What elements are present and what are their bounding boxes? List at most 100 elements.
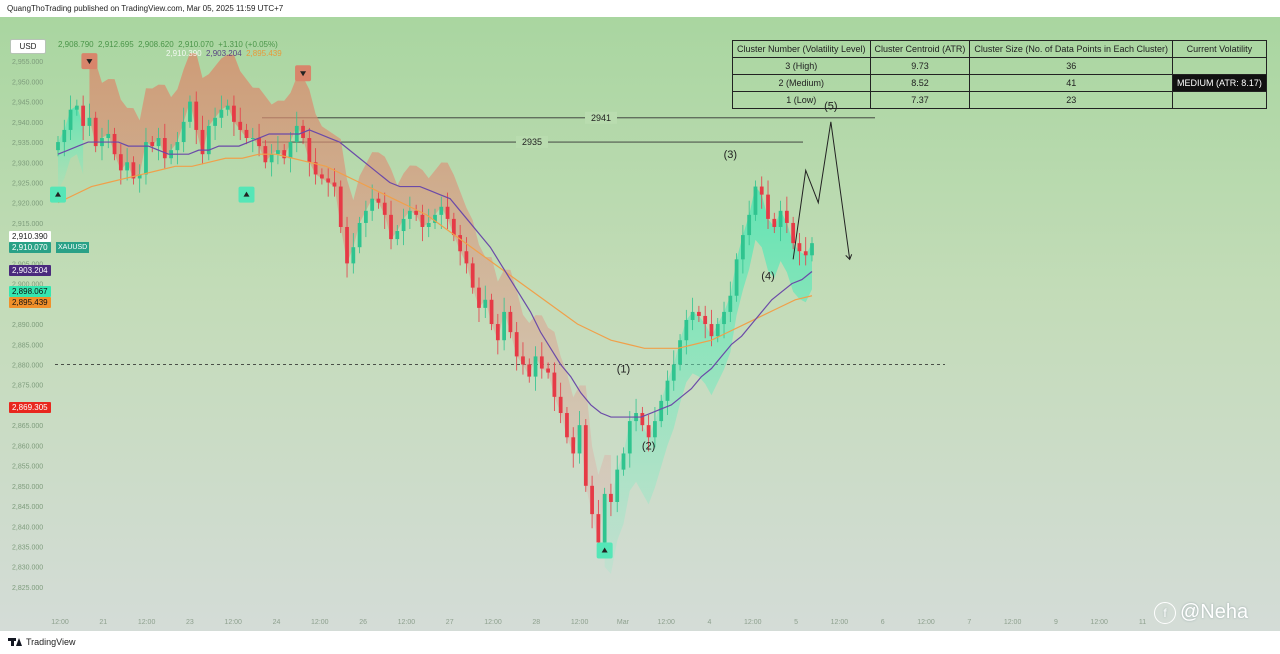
candle-body [722,311,726,325]
y-tick-label: 2,860.000 [12,443,43,450]
candle-body [740,235,745,260]
y-tick-label: 2,935.000 [12,140,43,147]
chart-area[interactable]: 2,955.000 2,950.000 2,945.000 2,940.000 2,93… [0,17,1280,631]
y-tick-label: 2,875.000 [12,383,43,390]
y-tick-label: 2,900.000 [12,282,43,289]
candle-body [483,299,488,308]
candle-body [68,109,73,130]
candle-body [810,243,814,256]
candle-body [156,138,161,147]
cluster-cell: 8.52 [869,74,971,92]
footer-bar: TradingView [0,631,1280,654]
sell-arrow-icon [86,59,93,65]
cluster-header-centroid: Cluster Centroid (ATR) [869,40,971,58]
candle-body [150,142,155,147]
candle-body [703,315,708,325]
price-tag: 2,898.067 [9,285,51,297]
tradingview-logo[interactable]: TradingView [8,637,76,647]
x-tick-label: 23 [186,619,194,626]
cluster-cell: 1 (Low) [732,91,871,109]
y-tick-label: 2,915.000 [12,221,43,228]
cluster-cell: 9.73 [869,57,971,75]
x-tick-label: 12:00 [917,619,935,626]
candle-body [407,210,412,219]
x-tick-label: 12:00 [224,619,242,626]
candle-body [552,372,557,397]
cluster-cell: 7.37 [869,91,971,109]
x-tick-label: 12:00 [1090,619,1108,626]
candle-body [615,469,620,502]
cluster-header-size: Cluster Size (No. of Data Points in Each… [969,40,1173,58]
candle-body [87,117,92,126]
candle-body [797,243,802,252]
candle-body [269,154,274,163]
candle-body [250,138,255,140]
candle-body [489,299,494,325]
candle-body [426,222,431,227]
price-tag: 2,903.204 [9,265,51,277]
candle-body [653,421,657,438]
tradingview-brand: TradingView [26,637,76,647]
cluster-table-header: Cluster Number (Volatility Level) Cluste… [732,40,1267,58]
candle-body [772,218,777,227]
candle-body [433,214,437,223]
candle-body [144,142,148,175]
candle-body [539,356,544,369]
candle-body [232,105,236,122]
cluster-cell: 3 (High) [732,57,871,75]
y-tick-label: 2,930.000 [12,160,43,167]
candle-body [345,226,349,264]
x-tick-label: 12:00 [311,619,329,626]
candle-body [313,162,318,175]
legend-ma-3: 2,895.439 [246,49,282,58]
table-row: 1 (Low) 7.37 23 [732,91,1267,109]
candle-body [659,400,664,422]
candle-body [118,154,123,171]
cluster-header-number: Cluster Number (Volatility Level) [732,40,871,58]
candlestick-chart[interactable]: 2,955.000 2,950.000 2,945.000 2,940.000 2,93… [0,17,1280,631]
sma-orange-line [57,153,813,349]
candle-body [791,222,796,244]
candle-body [62,129,67,143]
y-tick-label: 2,830.000 [12,565,43,572]
candle-body [640,413,645,426]
publish-header: QuangThoTrading published on TradingView… [0,0,1280,17]
candle-body [621,453,626,470]
candle-body [74,105,79,110]
price-tag: 2,910.390 [9,231,51,243]
candle-body [370,198,375,211]
legend-open: 2,908.790 [58,40,94,49]
candle-body [495,324,500,341]
price-tag: 2,895.439 [9,296,51,308]
legend-high: 2,912.695 [98,40,134,49]
uptrend-band [58,105,84,191]
candle-body [690,311,695,320]
cluster-cell: 41 [969,74,1173,92]
y-tick-label: 2,880.000 [12,362,43,369]
wave-label: (3) [724,149,737,161]
moving-averages [57,129,813,418]
wave-label: (2) [642,440,655,452]
tradingview-icon [8,638,22,646]
candle-body [778,210,783,227]
candle-body [401,218,406,232]
x-axis-labels: 12:00 21 12:00 23 12:00 24 12:00 26 12:00 27 12:00… [51,619,1146,626]
candle-body [282,150,287,159]
x-tick-label: Mar [617,619,630,626]
downtrend-band [89,53,611,543]
candle-body [175,142,180,151]
candle-body [602,493,607,543]
price-tag: 2,869.305 [9,402,51,414]
candle-body [759,186,764,195]
y-tick-label: 2,940.000 [12,120,43,127]
x-tick-label: 12:00 [831,619,849,626]
projection-arrow-icon [845,254,853,261]
cluster-cell: 36 [969,57,1173,75]
currency-button[interactable]: USD [10,39,46,54]
candle-body [213,117,217,126]
sma-purple-line [57,129,813,418]
candle-body [766,194,770,219]
candle-body [533,356,538,377]
price-tag: 2,910.070 [9,242,51,254]
legend-ma-1: 2,910.390 [166,49,202,58]
